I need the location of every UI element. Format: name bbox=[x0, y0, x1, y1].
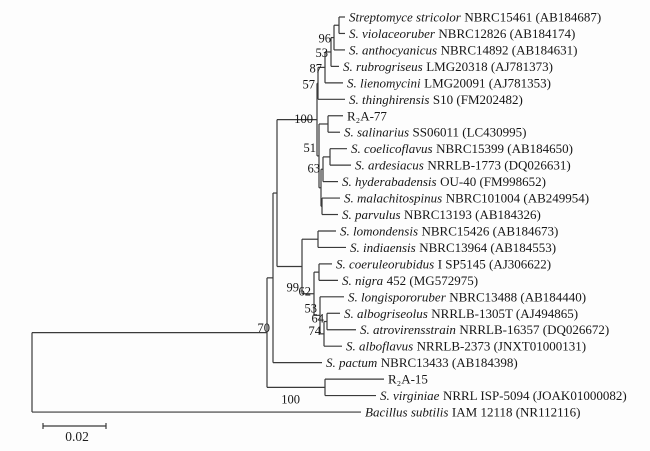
bootstrap-label: 100 bbox=[281, 392, 300, 406]
taxon-label: R₂A-15 bbox=[388, 372, 428, 387]
taxon-label: S. albogriseolus NRRLB-1305T (AJ494865) bbox=[344, 306, 578, 321]
bootstrap-label: 53 bbox=[316, 46, 329, 60]
taxon-label: S. ardesiacus NRRLB-1773 (DQ026631) bbox=[355, 158, 571, 173]
taxon-label: S. atrovirensstrain NRRLB-16357 (DQ026672… bbox=[360, 322, 609, 337]
taxon-label: S. alboflavus NRRLB-2373 (JNXT01000131) bbox=[346, 339, 586, 354]
taxon-label: S. longispororuber NBRC13488 (AB184440) bbox=[348, 289, 586, 304]
taxon-label: S. rubrogriseus LMG20318 (AJ781373) bbox=[343, 59, 553, 74]
bootstrap-label: 99 bbox=[287, 280, 300, 294]
bootstrap-label: 63 bbox=[308, 161, 321, 175]
taxon-label: S. violaceoruber NBRC12826 (AB184174) bbox=[349, 26, 575, 41]
taxon-label: S. lomondensis NBRC15426 (AB184673) bbox=[340, 223, 558, 238]
bootstrap-label: 87 bbox=[310, 61, 323, 75]
taxon-label: S. coelicoflavus NBRC15399 (AB184650) bbox=[351, 141, 573, 156]
bootstrap-label: 57 bbox=[303, 77, 316, 91]
taxon-label: S. virginiae NRRL ISP-5094 (JOAK01000082) bbox=[380, 388, 627, 403]
bootstrap-label: 74 bbox=[309, 324, 322, 338]
bootstrap-label: 100 bbox=[294, 112, 313, 126]
bootstrap-label: 96 bbox=[319, 32, 332, 46]
taxon-label: S. malachitospinus NBRC101004 (AB249954) bbox=[344, 191, 589, 206]
bootstrap-label: 70 bbox=[258, 321, 271, 335]
taxon-label: S. indiaensis NBRC13964 (AB184553) bbox=[350, 240, 556, 255]
bootstrap-label: 53 bbox=[305, 301, 318, 315]
taxon-label: S. pactum NBRC13433 (AB184398) bbox=[326, 355, 518, 370]
taxon-label: S. lienomycini LMG20091 (AJ781353) bbox=[347, 75, 551, 90]
taxon-label: S. nigra 452 (MG572975) bbox=[342, 273, 478, 288]
taxon-label: S. salinarius SS06011 (LC430995) bbox=[344, 125, 527, 140]
taxon-label: Bacillus subtilis IAM 12118 (NR112116) bbox=[365, 405, 580, 420]
taxon-label: S. coeruleorubidus I SP5145 (AJ306622) bbox=[336, 256, 551, 271]
taxon-label: Streptomyce stricolor NBRC15461 (AB184687… bbox=[349, 10, 601, 25]
scale-bar-label: 0.02 bbox=[65, 429, 89, 444]
taxon-label: S. anthocyanicus NBRC14892 (AB184631) bbox=[349, 42, 577, 57]
taxon-label: S. thinghirensis S10 (FM202482) bbox=[349, 92, 523, 107]
bootstrap-label: 64 bbox=[312, 312, 325, 326]
bootstrap-label: 62 bbox=[299, 285, 312, 299]
taxon-label: S. parvulus NBRC13193 (AB184326) bbox=[342, 207, 541, 222]
bootstrap-label: 51 bbox=[304, 141, 317, 155]
taxon-label: S. hyderabadensis OU-40 (FM998652) bbox=[342, 174, 546, 189]
taxon-label: R₂A-77 bbox=[347, 108, 387, 123]
